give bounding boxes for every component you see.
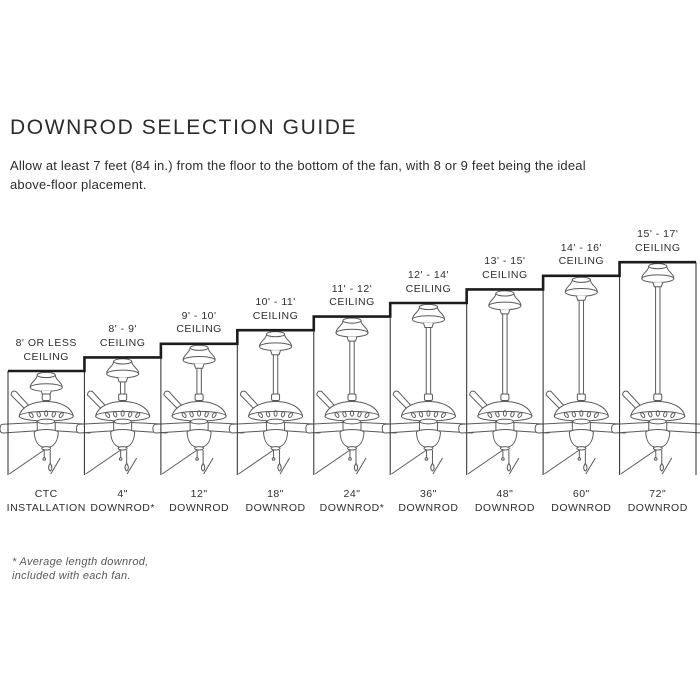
ceiling-label: 11' - 12' CEILING <box>292 283 412 310</box>
ceiling-word: CEILING <box>99 336 146 349</box>
cell-divider-lines <box>7 262 697 475</box>
footnote-line-2: included with each fan. <box>12 569 131 582</box>
ceiling-label: 14' - 16' CEILING <box>521 242 641 269</box>
ceiling-fan-illustration <box>228 331 323 475</box>
ceiling-label: 10' - 11' CEILING <box>216 296 336 323</box>
ceiling-word: CEILING <box>252 309 299 322</box>
downrod-word: DOWNROD <box>398 501 459 514</box>
ceiling-label: 15' - 17' CEILING <box>598 228 700 255</box>
ceiling-label: 12' - 14' CEILING <box>368 269 488 296</box>
downrod-size: 18" <box>267 488 284 500</box>
ceiling-fan-illustration <box>458 290 552 475</box>
ceiling-word: CEILING <box>329 296 375 309</box>
downrod-label: 18" DOWNROD <box>216 488 336 515</box>
footnote: * Average length downrod, included with … <box>12 556 149 583</box>
staircase-outline <box>8 260 696 373</box>
downrod-word: DOWNROD <box>551 501 612 514</box>
downrod-word: DOWNROD* <box>90 501 155 514</box>
downrod-word: DOWNROD <box>627 501 688 514</box>
downrod-label: 36" DOWNROD <box>368 488 488 515</box>
ceiling-word: CEILING <box>482 268 528 281</box>
ceiling-range: 10' - 11' <box>255 296 296 309</box>
intro-text: Allow at least 7 feet (84 in.) from the … <box>10 156 586 194</box>
footnote-line-1: * Average length downrod, <box>12 556 149 568</box>
ceiling-label: 8' OR LESS CEILING <box>0 337 106 364</box>
ceiling-fan-illustration <box>611 263 700 475</box>
downrod-label: 72" DOWNROD <box>598 488 700 515</box>
ceiling-word: CEILING <box>558 255 605 268</box>
downrod-label: 24" DOWNROD* <box>292 488 412 515</box>
ceiling-fan-illustration <box>0 371 93 475</box>
downrod-size: 36" <box>419 488 437 500</box>
intro-line-2: above-floor placement. <box>10 177 147 192</box>
ceiling-fan-illustration <box>381 303 476 475</box>
downrod-word: DOWNROD <box>169 501 230 514</box>
downrod-word: DOWNROD <box>245 501 306 514</box>
ceiling-fan-illustration <box>152 344 246 475</box>
intro-line-1: Allow at least 7 feet (84 in.) from the … <box>10 158 586 173</box>
ceiling-range: 13' - 15' <box>484 255 526 268</box>
ceiling-label: 9' - 10' CEILING <box>139 310 259 337</box>
ceiling-word: CEILING <box>23 350 69 363</box>
downrod-label: 12" DOWNROD <box>139 488 259 515</box>
downrod-word: DOWNROD* <box>319 501 385 514</box>
ceiling-range: 15' - 17' <box>637 228 679 241</box>
downrod-size: 24" <box>343 488 361 500</box>
ceiling-range: 8' OR LESS <box>15 337 77 349</box>
downrod-diagram: 8' OR LESS CEILING CTC INSTALLATION 8' -… <box>0 210 700 540</box>
ceiling-range: 11' - 12' <box>331 282 373 295</box>
ceiling-range: 8' - 9' <box>108 323 137 336</box>
downrod-word: INSTALLATION <box>6 501 86 514</box>
downrod-size: 12" <box>190 488 208 500</box>
ceiling-fan-illustration <box>75 358 170 475</box>
downrod-size: 72" <box>649 488 667 500</box>
downrod-label: 4" DOWNROD* <box>63 488 183 515</box>
ceiling-fan-illustration <box>534 276 629 475</box>
downrod-label: 48" DOWNROD <box>445 488 565 515</box>
downrod-word: DOWNROD <box>474 501 535 514</box>
page-title: DOWNROD SELECTION GUIDE <box>10 116 358 139</box>
ceiling-range: 12' - 14' <box>407 269 450 281</box>
ceiling-fan-illustration <box>305 317 399 475</box>
staircase-fan-illustration <box>0 260 700 475</box>
ceiling-range: 9' - 10' <box>181 309 217 322</box>
downrod-size: CTC <box>34 488 58 500</box>
ceiling-label: 8' - 9' CEILING <box>63 323 183 350</box>
downrod-label: 60" DOWNROD <box>521 488 641 515</box>
ceiling-word: CEILING <box>405 282 452 295</box>
ceiling-label: 13' - 15' CEILING <box>445 255 565 282</box>
downrod-size: 4" <box>117 488 128 500</box>
downrod-size: 48" <box>496 488 514 500</box>
ceiling-word: CEILING <box>176 323 222 336</box>
downrod-label: CTC INSTALLATION <box>0 488 106 515</box>
ceiling-word: CEILING <box>635 241 681 254</box>
downrod-size: 60" <box>572 488 590 500</box>
ceiling-range: 14' - 16' <box>560 241 602 254</box>
